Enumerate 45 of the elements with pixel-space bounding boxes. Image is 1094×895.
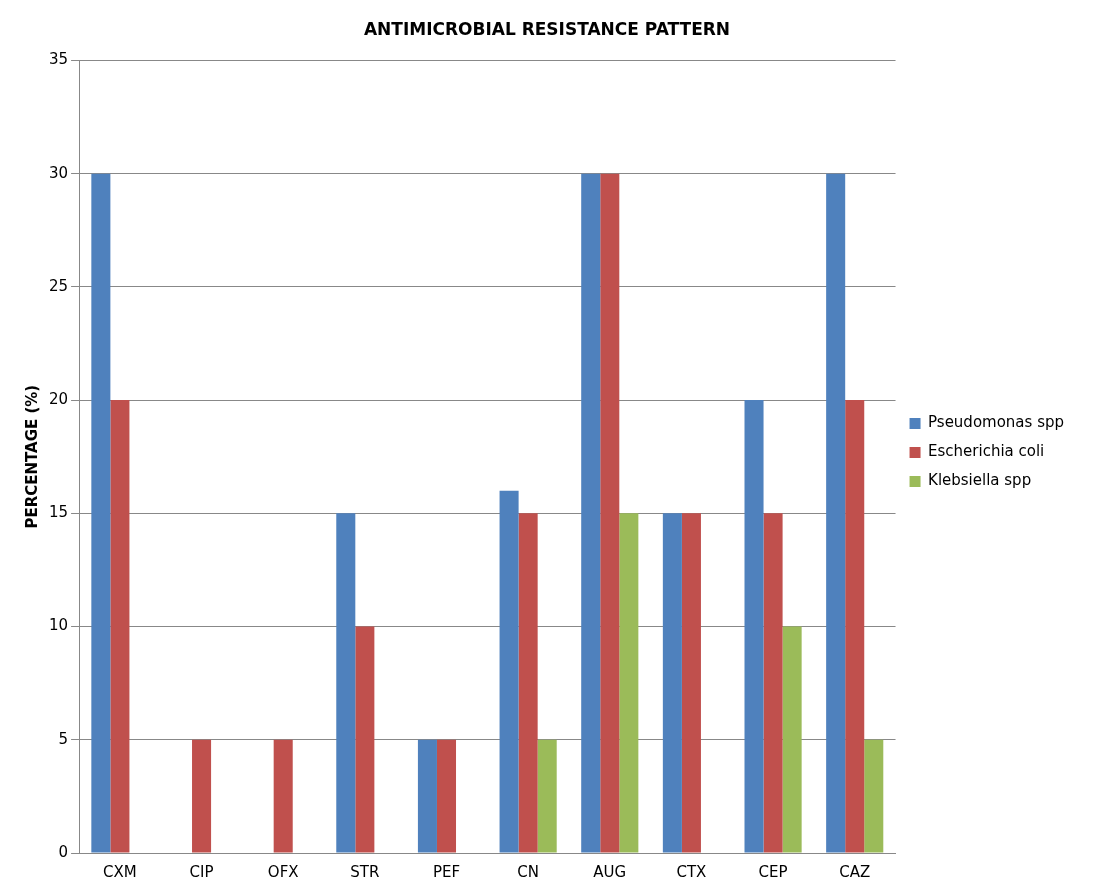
- y-tick-label: 15: [48, 503, 69, 522]
- y-axis-title: PERCENTAGE (%): [22, 384, 41, 529]
- x-tick-label: STR: [350, 862, 380, 881]
- legend-label: Pseudomonas spp: [928, 413, 1065, 432]
- bar: [273, 739, 293, 853]
- bar: [744, 400, 764, 853]
- x-tick-label: CAZ: [839, 862, 871, 881]
- bar: [518, 513, 538, 853]
- bar: [91, 173, 111, 853]
- x-tick-label: CXM: [103, 862, 137, 881]
- y-tick-label: 25: [48, 276, 69, 295]
- bar: [662, 513, 682, 853]
- y-tick-label: 5: [58, 729, 69, 748]
- bar: [619, 513, 639, 853]
- x-tick-label: CTX: [676, 862, 707, 881]
- bar: [110, 400, 130, 853]
- y-tick-label: 20: [48, 389, 69, 408]
- y-tick-label: 10: [48, 616, 69, 635]
- bar: [436, 739, 457, 853]
- bar: [826, 173, 846, 853]
- bar: [581, 173, 601, 853]
- x-tick-label: AUG: [593, 862, 627, 881]
- x-tick-label: CN: [517, 862, 539, 881]
- y-tick-label: 35: [48, 50, 69, 69]
- bar: [499, 490, 519, 853]
- bar: [336, 513, 356, 853]
- bar: [782, 626, 802, 853]
- x-tick-label: CIP: [189, 862, 214, 881]
- bar: [681, 513, 701, 853]
- bar: [845, 400, 865, 853]
- y-tick-label: 0: [58, 842, 69, 861]
- legend-label: Klebsiella spp: [928, 471, 1032, 490]
- x-tick-label: PEF: [432, 862, 461, 881]
- bar: [864, 739, 884, 853]
- bar: [600, 173, 620, 853]
- bar: [417, 739, 437, 853]
- bar: [763, 513, 783, 853]
- x-tick-label: CEP: [758, 862, 788, 881]
- chart-title: ANTIMICROBIAL RESISTANCE PATTERN: [363, 18, 731, 39]
- x-tick-label: OFX: [267, 862, 299, 881]
- bar: [537, 739, 557, 853]
- bar: [192, 739, 212, 853]
- y-tick-label: 30: [48, 163, 69, 182]
- legend-label: Escherichia coli: [928, 442, 1045, 461]
- bar: [355, 626, 375, 853]
